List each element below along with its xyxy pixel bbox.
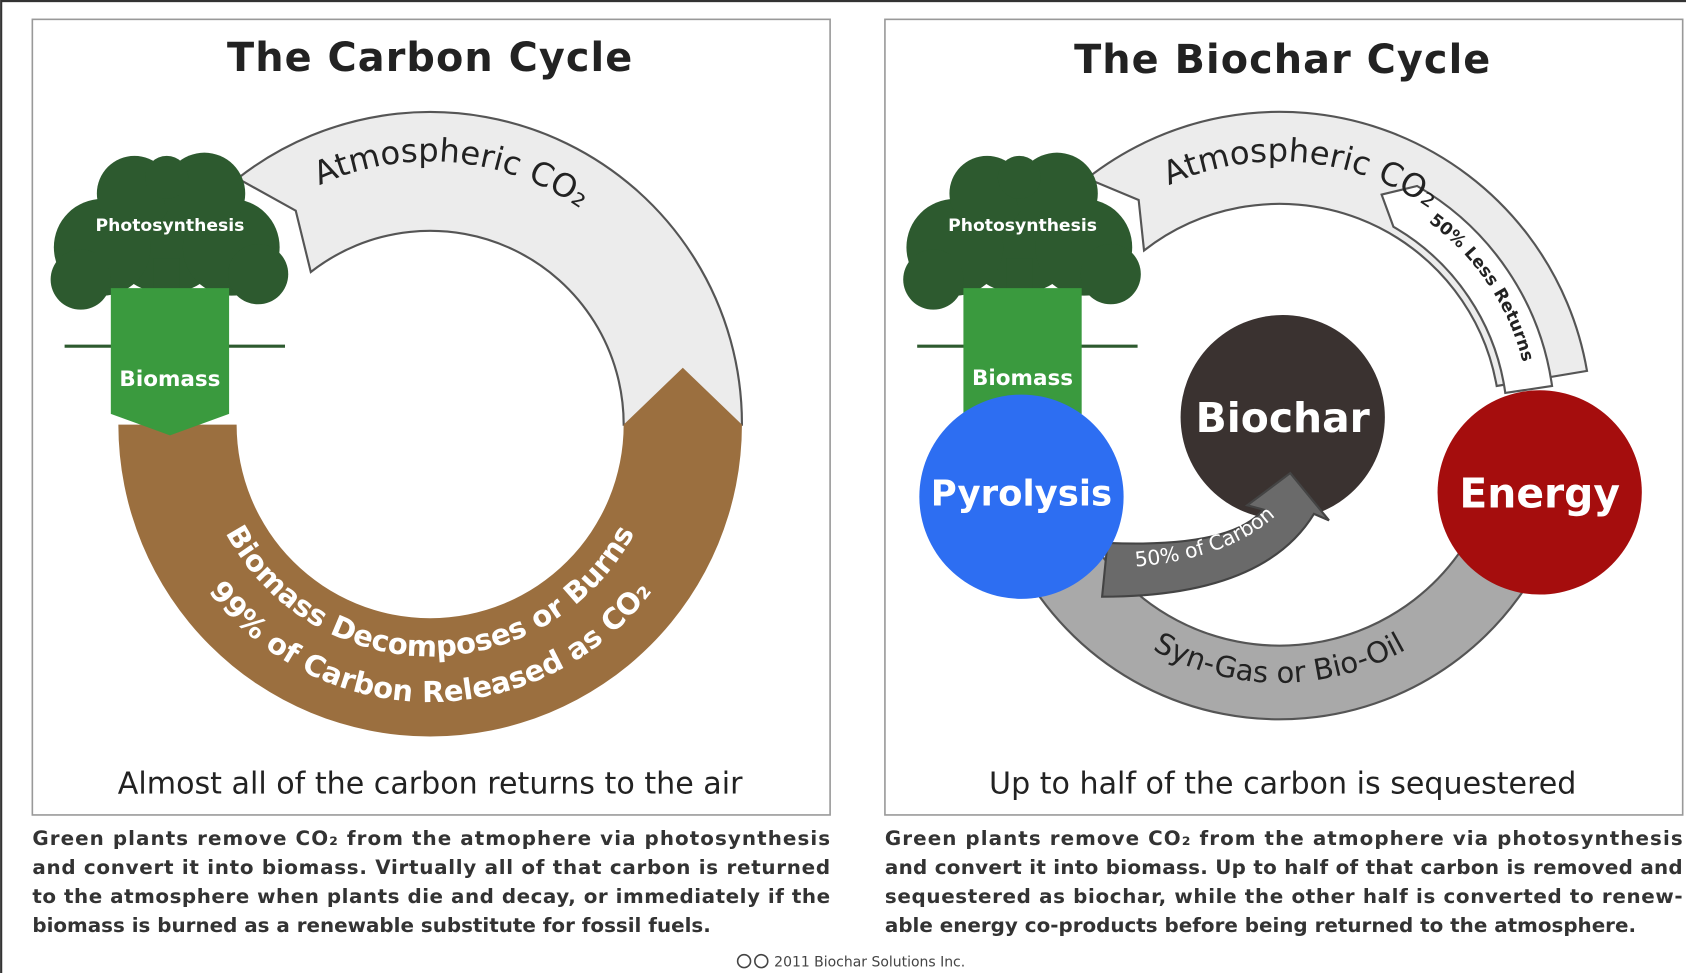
atmosphere-arrow bbox=[1084, 110, 1589, 388]
biochar-label: Biochar bbox=[1196, 394, 1371, 442]
footer: 2011 Biochar Solutions Inc. bbox=[774, 955, 965, 971]
carbon-arrow bbox=[1100, 471, 1330, 598]
left-description: Green plants remove CO₂ from the atmophe… bbox=[32, 827, 830, 937]
description-line: and convert it into biomass. Virtually a… bbox=[32, 856, 830, 879]
cc-icons bbox=[736, 953, 769, 969]
description-line: sequestered as biochar, while the other … bbox=[885, 885, 1683, 908]
pyrolysis-node bbox=[919, 394, 1124, 599]
pyrolysis-label: Pyrolysis bbox=[931, 473, 1112, 514]
decompose-arrow bbox=[118, 367, 742, 737]
photosynthesis-label: Photosynthesis bbox=[948, 216, 1097, 236]
energy-label: Energy bbox=[1459, 469, 1620, 517]
biomass-label: Biomass bbox=[119, 367, 220, 392]
right-caption: Up to half of the carbon is sequestered bbox=[989, 766, 1576, 801]
description-line: Green plants remove CO₂ from the atmophe… bbox=[32, 827, 830, 850]
energy-node bbox=[1437, 390, 1642, 595]
description-line: biomass is burned as a renewable substit… bbox=[32, 914, 710, 937]
right-title: The Biochar Cycle bbox=[1074, 37, 1491, 83]
description-line: Green plants remove CO₂ from the atmophe… bbox=[885, 827, 1683, 850]
right-description: Green plants remove CO₂ from the atmophe… bbox=[885, 827, 1683, 937]
description-line: able energy co-products before being ret… bbox=[885, 914, 1636, 937]
description-line: to the atmosphere when plants die and de… bbox=[32, 885, 830, 908]
photosynthesis-label: Photosynthesis bbox=[96, 216, 245, 236]
left-title: The Carbon Cycle bbox=[227, 35, 633, 81]
returns-arrow bbox=[1380, 184, 1554, 395]
biomass-label: Biomass bbox=[972, 366, 1073, 391]
left-caption: Almost all of the carbon returns to the … bbox=[118, 766, 743, 801]
biochar-node bbox=[1180, 315, 1385, 520]
atmosphere-arrow bbox=[235, 110, 744, 426]
description-line: and convert it into biomass. Up to half … bbox=[885, 856, 1683, 879]
